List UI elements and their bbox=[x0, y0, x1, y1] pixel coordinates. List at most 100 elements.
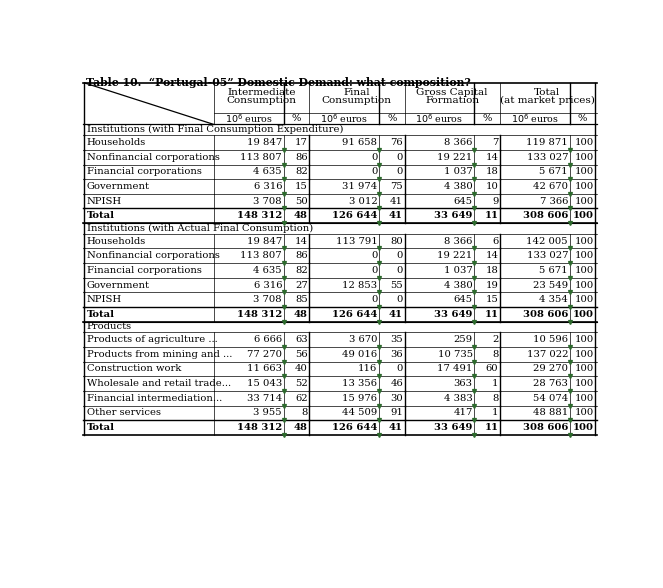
Text: 63: 63 bbox=[295, 335, 308, 344]
Text: 0: 0 bbox=[371, 153, 377, 162]
Text: 119 871: 119 871 bbox=[526, 138, 568, 147]
Text: 126 644: 126 644 bbox=[332, 310, 377, 319]
Text: 14: 14 bbox=[485, 251, 499, 260]
Text: 18: 18 bbox=[485, 168, 499, 176]
Text: 54 074: 54 074 bbox=[533, 394, 568, 403]
Text: 0: 0 bbox=[371, 266, 377, 275]
Text: Financial corporations: Financial corporations bbox=[87, 168, 202, 176]
Text: 3 012: 3 012 bbox=[349, 196, 377, 206]
Text: 76: 76 bbox=[391, 138, 403, 147]
Text: 100: 100 bbox=[574, 295, 593, 304]
Text: $10^6$ euros: $10^6$ euros bbox=[320, 112, 368, 125]
Text: 148 312: 148 312 bbox=[237, 310, 282, 319]
Text: 100: 100 bbox=[574, 266, 593, 275]
Text: Gross Capital: Gross Capital bbox=[416, 88, 488, 98]
Text: 13 356: 13 356 bbox=[342, 379, 377, 388]
Text: Institutions (with Final Consumption Expenditure): Institutions (with Final Consumption Exp… bbox=[87, 125, 343, 135]
Text: Construction work: Construction work bbox=[87, 365, 181, 373]
Text: Formation: Formation bbox=[425, 96, 479, 105]
Text: 100: 100 bbox=[574, 408, 593, 417]
Text: Nonfinancial corporations: Nonfinancial corporations bbox=[87, 153, 219, 162]
Text: 8 366: 8 366 bbox=[444, 236, 473, 246]
Text: 8: 8 bbox=[301, 408, 308, 417]
Text: 11: 11 bbox=[484, 310, 499, 319]
Text: $10^6$ euros: $10^6$ euros bbox=[225, 112, 272, 125]
Text: 148 312: 148 312 bbox=[237, 211, 282, 220]
Text: 4 380: 4 380 bbox=[444, 182, 473, 191]
Text: 100: 100 bbox=[574, 138, 593, 147]
Text: 308 606: 308 606 bbox=[522, 310, 568, 319]
Text: %: % bbox=[577, 114, 587, 123]
Text: 15 976: 15 976 bbox=[342, 394, 377, 403]
Text: 56: 56 bbox=[295, 350, 308, 359]
Text: 0: 0 bbox=[371, 168, 377, 176]
Text: 100: 100 bbox=[574, 168, 593, 176]
Text: 645: 645 bbox=[453, 196, 473, 206]
Text: 31 974: 31 974 bbox=[342, 182, 377, 191]
Text: 100: 100 bbox=[574, 236, 593, 246]
Text: 55: 55 bbox=[391, 280, 403, 289]
Text: 0: 0 bbox=[396, 168, 403, 176]
Text: 91: 91 bbox=[390, 408, 403, 417]
Text: 30: 30 bbox=[391, 394, 403, 403]
Text: 46: 46 bbox=[391, 379, 403, 388]
Text: 18: 18 bbox=[485, 266, 499, 275]
Text: 133 027: 133 027 bbox=[526, 251, 568, 260]
Text: 19 847: 19 847 bbox=[247, 138, 282, 147]
Text: 19 847: 19 847 bbox=[247, 236, 282, 246]
Text: Nonfinancial corporations: Nonfinancial corporations bbox=[87, 251, 219, 260]
Text: 3 708: 3 708 bbox=[253, 295, 282, 304]
Text: 6: 6 bbox=[492, 236, 499, 246]
Text: 33 649: 33 649 bbox=[434, 423, 473, 432]
Text: 10 735: 10 735 bbox=[438, 350, 473, 359]
Text: 4 380: 4 380 bbox=[444, 280, 473, 289]
Text: 11 663: 11 663 bbox=[247, 365, 282, 373]
Text: 417: 417 bbox=[453, 408, 473, 417]
Text: 4 354: 4 354 bbox=[539, 295, 568, 304]
Text: 52: 52 bbox=[295, 379, 308, 388]
Text: %: % bbox=[483, 114, 492, 123]
Text: 3 708: 3 708 bbox=[253, 196, 282, 206]
Text: Products: Products bbox=[87, 322, 132, 332]
Text: Consumption: Consumption bbox=[322, 96, 392, 105]
Text: 27: 27 bbox=[295, 280, 308, 289]
Text: 137 022: 137 022 bbox=[526, 350, 568, 359]
Text: 113 807: 113 807 bbox=[241, 251, 282, 260]
Text: 0: 0 bbox=[396, 251, 403, 260]
Text: 6 666: 6 666 bbox=[254, 335, 282, 344]
Text: 6 316: 6 316 bbox=[253, 280, 282, 289]
Text: 28 763: 28 763 bbox=[533, 379, 568, 388]
Text: 100: 100 bbox=[574, 182, 593, 191]
Text: 33 649: 33 649 bbox=[434, 211, 473, 220]
Text: 100: 100 bbox=[574, 365, 593, 373]
Text: 42 670: 42 670 bbox=[533, 182, 568, 191]
Text: Government: Government bbox=[87, 280, 150, 289]
Text: 3 670: 3 670 bbox=[349, 335, 377, 344]
Text: 11: 11 bbox=[484, 423, 499, 432]
Text: 0: 0 bbox=[396, 153, 403, 162]
Text: 1 037: 1 037 bbox=[444, 168, 473, 176]
Text: (at market prices): (at market prices) bbox=[500, 96, 595, 105]
Text: Products of agriculture ...: Products of agriculture ... bbox=[87, 335, 217, 344]
Text: 100: 100 bbox=[573, 423, 593, 432]
Text: 7 366: 7 366 bbox=[540, 196, 568, 206]
Text: 82: 82 bbox=[295, 168, 308, 176]
Text: 4 635: 4 635 bbox=[253, 168, 282, 176]
Text: NPISH: NPISH bbox=[87, 196, 122, 206]
Text: 7: 7 bbox=[492, 138, 499, 147]
Text: 17 491: 17 491 bbox=[438, 365, 473, 373]
Text: 49 016: 49 016 bbox=[342, 350, 377, 359]
Text: 48: 48 bbox=[294, 211, 308, 220]
Text: 126 644: 126 644 bbox=[332, 211, 377, 220]
Text: 11: 11 bbox=[484, 211, 499, 220]
Text: 100: 100 bbox=[574, 335, 593, 344]
Text: 0: 0 bbox=[396, 295, 403, 304]
Text: 9: 9 bbox=[492, 196, 499, 206]
Text: 15: 15 bbox=[295, 182, 308, 191]
Text: 41: 41 bbox=[390, 196, 403, 206]
Text: 86: 86 bbox=[295, 153, 308, 162]
Text: 0: 0 bbox=[371, 251, 377, 260]
Text: 116: 116 bbox=[358, 365, 377, 373]
Text: 75: 75 bbox=[391, 182, 403, 191]
Text: Wholesale and retail trade...: Wholesale and retail trade... bbox=[87, 379, 231, 388]
